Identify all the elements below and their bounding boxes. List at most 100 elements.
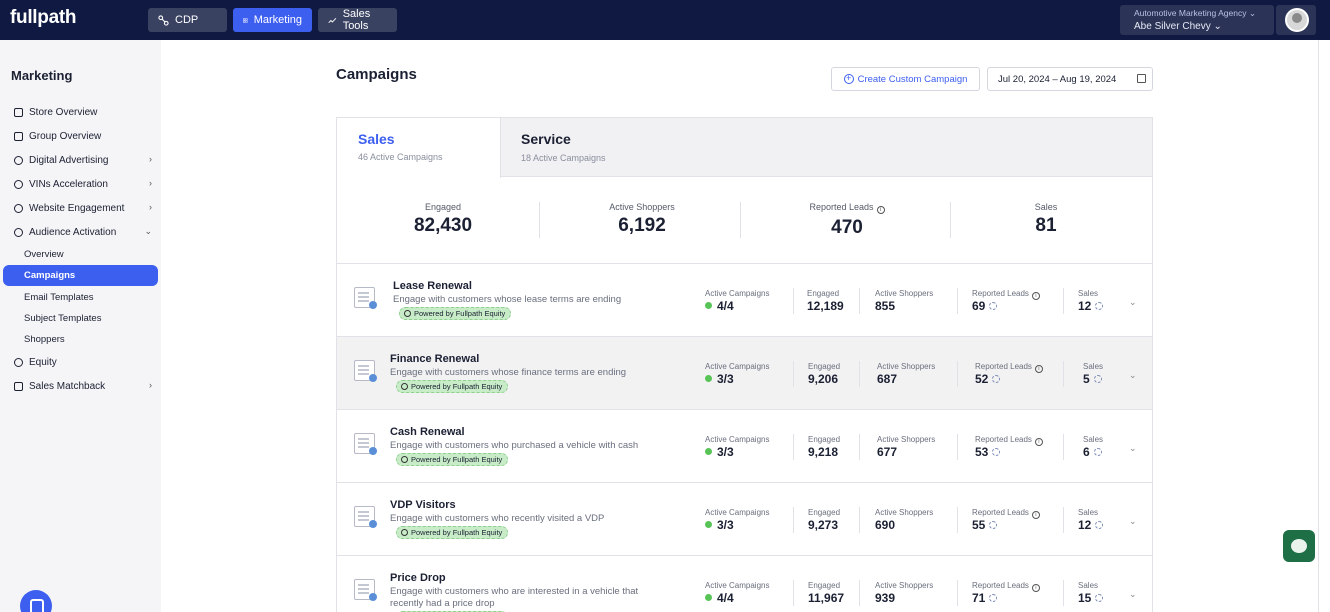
- refresh-icon[interactable]: [1095, 521, 1104, 529]
- campaign-document-icon: [354, 579, 377, 601]
- sidebar: Marketing Store Overview Group Overview …: [0, 40, 161, 612]
- campaign-description: Engage with customers who recently visit…: [390, 513, 605, 524]
- stat-value: 82,430: [413, 215, 473, 236]
- divider: [793, 580, 794, 606]
- sidebar-item-group-overview[interactable]: Group Overview: [14, 128, 154, 144]
- globe-icon: [14, 203, 23, 213]
- create-button-label: Create Custom Campaign: [857, 73, 968, 85]
- info-icon[interactable]: i: [1031, 292, 1040, 300]
- divider: [859, 580, 860, 606]
- chat-support-icon[interactable]: [20, 590, 52, 612]
- nav-marketing-button[interactable]: Marketing: [233, 8, 312, 32]
- sidebar-item-label: Website Engagement: [29, 202, 125, 214]
- summary-stats: Engaged 82,430 Active Shoppers 6,192 Rep…: [337, 178, 1152, 264]
- group-icon: [14, 131, 23, 141]
- metric-label: Active Shoppers: [877, 362, 936, 371]
- tab-service[interactable]: Service 18 Active Campaigns: [521, 131, 606, 163]
- chevron-right-icon: ›: [149, 380, 152, 390]
- metric-reported-leads: 52: [975, 372, 1001, 386]
- metric-label: Sales: [1078, 289, 1099, 298]
- metric-label: Engaged: [808, 581, 841, 590]
- chevron-right-icon: ›: [149, 154, 152, 164]
- info-icon[interactable]: i: [1034, 365, 1043, 373]
- nav-cdp-button[interactable]: CDP: [148, 8, 227, 32]
- refresh-icon[interactable]: [1095, 594, 1104, 602]
- sidebar-subitem-email-templates[interactable]: Email Templates: [24, 292, 94, 303]
- info-icon[interactable]: i: [1034, 438, 1043, 446]
- sidebar-subitem-overview[interactable]: Overview: [24, 249, 64, 260]
- agency-name: Automotive Marketing Agency ⌄: [1134, 8, 1256, 18]
- digital-advertising-icon: [14, 155, 23, 165]
- divider: [859, 434, 860, 460]
- sidebar-item-website-engagement[interactable]: Website Engagement ›: [14, 200, 154, 216]
- scrollbar-track[interactable]: [1318, 40, 1319, 612]
- metric-label: Sales: [1083, 435, 1104, 444]
- tab-sales[interactable]: Sales 46 Active Campaigns: [337, 118, 501, 178]
- divider: [859, 288, 860, 314]
- metric-label: Sales: [1083, 362, 1104, 371]
- vins-icon: [14, 179, 23, 189]
- plus-circle-icon: +: [843, 74, 854, 84]
- status-dot-icon: [705, 302, 712, 309]
- sidebar-item-vins-acceleration[interactable]: VINs Acceleration ›: [14, 176, 154, 192]
- chevron-down-icon[interactable]: ⌄: [1129, 443, 1137, 453]
- sidebar-item-store-overview[interactable]: Store Overview: [14, 104, 154, 120]
- user-menu[interactable]: [1276, 5, 1316, 35]
- info-icon[interactable]: i: [1031, 511, 1040, 519]
- sidebar-subitem-campaigns[interactable]: Campaigns: [3, 265, 158, 286]
- chevron-down-icon[interactable]: ⌄: [1129, 370, 1137, 380]
- refresh-icon[interactable]: [989, 594, 998, 602]
- sidebar-subitem-shoppers[interactable]: Shoppers: [24, 334, 65, 345]
- assistant-bot-icon[interactable]: [1283, 530, 1315, 562]
- metric-sales: 15: [1078, 591, 1104, 605]
- tab-strip: Sales 46 Active Campaigns Service 18 Act…: [337, 118, 1152, 178]
- campaign-row[interactable]: VDP Visitors Engage with customers who re…: [337, 483, 1152, 556]
- metric-active-campaigns: 3/3: [705, 445, 734, 459]
- refresh-icon[interactable]: [1095, 302, 1104, 310]
- date-range-picker[interactable]: Jul 20, 2024 – Aug 19, 2024: [987, 67, 1153, 91]
- metric-label: Sales: [1078, 508, 1099, 517]
- metric-active-campaigns: 3/3: [705, 518, 734, 532]
- nav-sales-tools-button[interactable]: Sales Tools: [318, 8, 397, 32]
- chevron-down-icon[interactable]: ⌄: [1129, 589, 1137, 599]
- avatar: [1285, 8, 1309, 32]
- sidebar-item-sales-matchback[interactable]: Sales Matchback ›: [14, 378, 154, 394]
- campaign-row[interactable]: Finance Renewal Engage with customers who…: [337, 337, 1152, 410]
- fullpath-logo[interactable]: fullpath: [10, 7, 77, 28]
- campaign-row[interactable]: Price Drop Engage with customers who are …: [337, 556, 1152, 612]
- metric-active-campaigns: 4/4: [705, 591, 734, 605]
- sidebar-item-audience-activation[interactable]: Audience Activation ⌄: [14, 224, 154, 240]
- divider: [957, 434, 958, 460]
- campaign-title: Lease Renewal: [393, 280, 472, 292]
- divider: [1063, 361, 1064, 387]
- status-dot-icon: [705, 594, 712, 601]
- nav-marketing-label: Marketing: [253, 14, 302, 26]
- sidebar-item-digital-advertising[interactable]: Digital Advertising ›: [14, 152, 154, 168]
- matchback-icon: [14, 381, 23, 391]
- chevron-down-icon[interactable]: ⌄: [1129, 516, 1137, 526]
- chevron-down-icon[interactable]: ⌄: [1129, 297, 1137, 307]
- sidebar-item-equity[interactable]: Equity: [14, 354, 154, 370]
- refresh-icon[interactable]: [989, 302, 998, 310]
- refresh-icon[interactable]: [1093, 448, 1102, 456]
- create-custom-campaign-button[interactable]: + Create Custom Campaign: [831, 67, 980, 91]
- sidebar-subitem-subject-templates[interactable]: Subject Templates: [24, 313, 102, 324]
- refresh-icon[interactable]: [1093, 375, 1102, 383]
- refresh-icon[interactable]: [992, 448, 1001, 456]
- campaign-row[interactable]: Lease Renewal Engage with customers whose…: [337, 264, 1152, 337]
- metric-reported-leads: 53: [975, 445, 1001, 459]
- info-icon[interactable]: i: [1031, 584, 1040, 592]
- chevron-right-icon: ›: [149, 202, 152, 212]
- info-icon[interactable]: i: [876, 206, 885, 214]
- refresh-icon[interactable]: [992, 375, 1001, 383]
- sidebar-item-label: Group Overview: [29, 130, 102, 142]
- refresh-icon[interactable]: [989, 521, 998, 529]
- powered-by-badge: Powered by Fullpath Equity: [399, 307, 512, 320]
- divider: [859, 361, 860, 387]
- equity-icon: [14, 357, 23, 367]
- chevron-down-icon: ⌄: [1213, 21, 1222, 32]
- divider: [1063, 507, 1064, 533]
- campaign-row[interactable]: Cash Renewal Engage with customers who pu…: [337, 410, 1152, 483]
- metric-label: Active Shoppers: [877, 435, 936, 444]
- agency-selector[interactable]: Automotive Marketing Agency ⌄ Abe Silver…: [1120, 5, 1274, 35]
